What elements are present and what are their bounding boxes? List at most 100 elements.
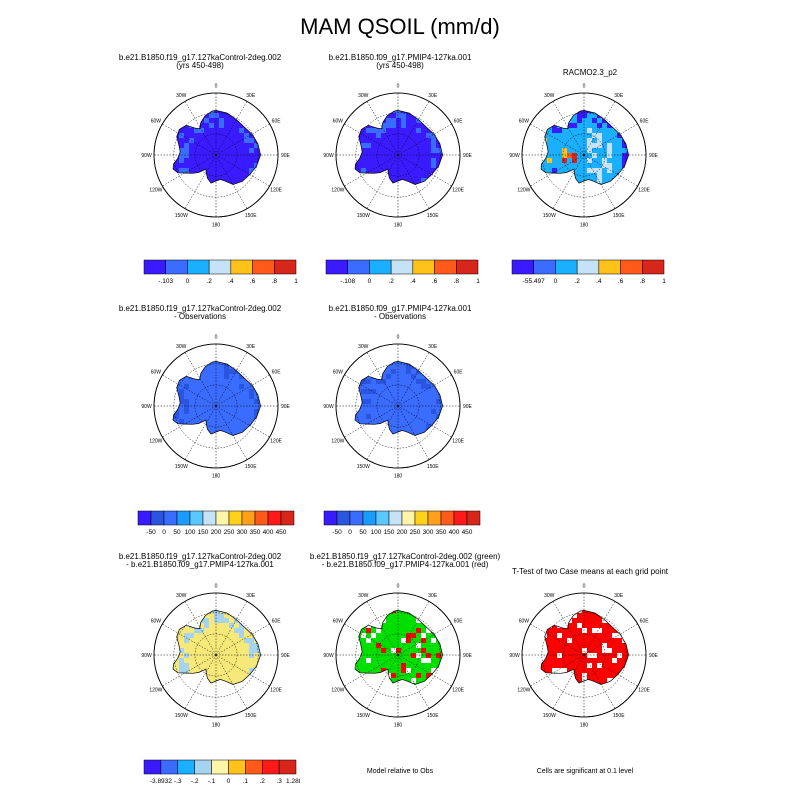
longitude-line	[366, 101, 399, 156]
coastline	[172, 610, 261, 685]
grid-cell	[336, 198, 341, 203]
grid-cell	[346, 598, 351, 603]
grid-cell	[159, 98, 164, 103]
longitude-line	[184, 601, 217, 656]
grid-cell	[259, 454, 264, 459]
grid-cell	[336, 593, 341, 598]
grid-cell	[249, 389, 254, 394]
grid-cell	[184, 148, 189, 153]
grid-cell	[597, 123, 602, 128]
colorbar-swatch	[325, 259, 348, 275]
colorbar-label: 300	[423, 529, 434, 536]
grid-cell	[351, 98, 356, 103]
grid-cell	[159, 698, 164, 703]
grid-cell	[154, 713, 159, 718]
grid-cell	[244, 638, 249, 643]
colorbar-swatch	[375, 510, 390, 526]
grid-cell	[552, 668, 557, 673]
grid-cell	[179, 419, 184, 424]
longitude-label: 0	[583, 584, 586, 590]
grid-cell	[239, 374, 244, 379]
grid-cell	[522, 113, 527, 118]
longitude-label: 0	[397, 335, 400, 341]
colorbar-swatch	[143, 759, 162, 775]
grid-cell	[446, 103, 451, 108]
colorbar-label: 50	[359, 529, 367, 536]
grid-cell	[446, 93, 451, 98]
grid-cell	[602, 643, 607, 648]
grid-cell	[154, 364, 159, 369]
grid-cell	[381, 123, 386, 128]
grid-cell	[426, 424, 431, 429]
grid-cell	[169, 213, 174, 218]
grid-cell	[386, 374, 391, 379]
grid-cell	[219, 618, 224, 623]
longitude-line	[184, 101, 217, 156]
colorbar: -3.8932-.3 -.2 -.1 0 .1 .2 .3 1.2886	[143, 759, 300, 785]
grid-cell	[169, 203, 174, 208]
grid-cell	[401, 113, 406, 118]
longitude-line	[530, 623, 585, 656]
grid-cell	[184, 404, 189, 409]
longitude-line	[397, 154, 452, 187]
panel-title-line: b.e21.B1850.f19_g17.127kaControl-2deg.00…	[118, 53, 282, 62]
grid-cell	[164, 713, 169, 718]
longitude-label: 30W	[358, 93, 369, 99]
colorbar-swatch	[456, 259, 479, 275]
grid-cell	[361, 168, 366, 173]
grid-cell	[406, 638, 411, 643]
colorbar-swatch	[414, 510, 429, 526]
longitude-label: 120W	[149, 439, 162, 445]
grid-cell	[164, 98, 169, 103]
longitude-label: 120W	[331, 188, 344, 194]
grid-cell	[169, 464, 174, 469]
longitude-line	[184, 654, 217, 709]
grid-cell	[612, 633, 617, 638]
longitude-line	[552, 601, 585, 656]
map-panel: 0 30E 60E 90E 120E 150E 180 150W 120W 90W 60W 30W	[509, 84, 658, 229]
grid-cell	[274, 359, 279, 364]
map-panel: 0 30E 60E 90E 120E 150E 180 150W 120W 90W 60W 30W	[323, 84, 472, 229]
colorbar-label: -55.497	[523, 278, 545, 285]
grid-cell	[184, 384, 189, 389]
grid-cell	[264, 108, 269, 113]
colorbar-swatch	[555, 259, 578, 275]
grid-cell	[527, 98, 532, 103]
longitude-line	[215, 654, 270, 687]
colorbar: -50 0 50 100 150 200 250 300 350 400 450	[323, 510, 481, 536]
grid-cell	[632, 608, 637, 613]
grid-cell	[154, 354, 159, 359]
grid-cell	[274, 379, 279, 384]
grid-cell	[269, 198, 274, 203]
grid-cell	[336, 429, 341, 434]
grid-cell	[214, 613, 219, 618]
caption-ttest: Cells are significant at 0.1 level	[536, 768, 634, 775]
grid-cell	[587, 128, 592, 133]
panel-title-case2-obs: b.e21.B1850.f09_g17.PMIP4-127ka.001 - Ob…	[300, 305, 500, 321]
grid-cell	[274, 693, 279, 698]
longitude-label: 60W	[151, 369, 162, 375]
grid-cell	[249, 168, 254, 173]
grid-cell	[587, 168, 592, 173]
grid-cell	[159, 93, 164, 98]
grid-cell	[527, 608, 532, 613]
grid-cell	[239, 128, 244, 133]
grid-cell	[361, 143, 366, 148]
longitude-label: 120E	[270, 439, 282, 445]
grid-cell	[522, 693, 527, 698]
grid-cell	[446, 698, 451, 703]
colorbar-swatch	[427, 510, 442, 526]
colorbar-swatch	[576, 259, 600, 275]
grid-cell	[346, 93, 351, 98]
longitude-label: 0	[215, 584, 218, 590]
grid-cell	[254, 399, 259, 404]
panel-title-case1-obs: b.e21.B1850.f19_g17.127kaControl-2deg.00…	[100, 305, 300, 321]
colorbar-swatch	[642, 259, 665, 275]
grid-cell	[602, 118, 607, 123]
grid-cell	[259, 103, 264, 108]
grid-cell	[184, 653, 189, 658]
longitude-line	[162, 623, 217, 656]
longitude-label: 90E	[281, 404, 291, 410]
grid-cell	[154, 103, 159, 108]
grid-cell	[366, 414, 371, 419]
